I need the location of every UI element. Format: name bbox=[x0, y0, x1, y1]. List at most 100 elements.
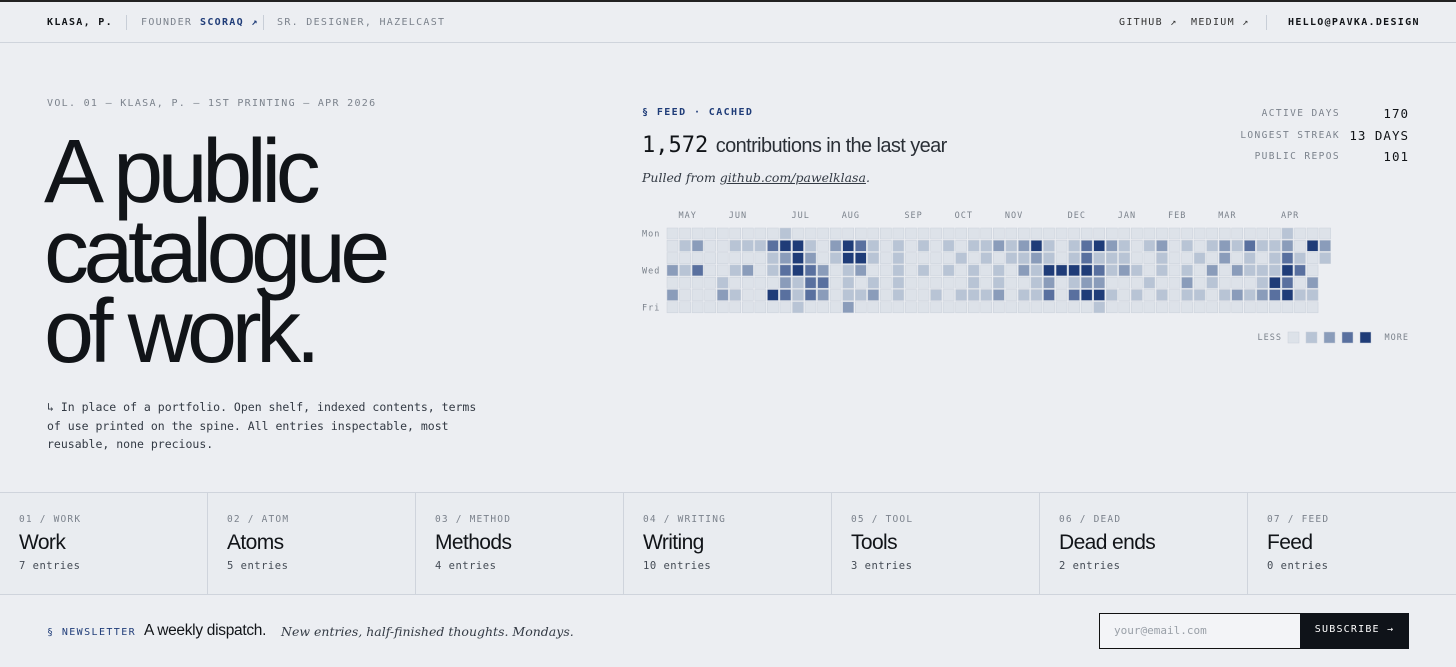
contribution-cell bbox=[1269, 276, 1281, 289]
contribution-cell bbox=[1093, 289, 1105, 301]
site-name[interactable]: KLASA, P. bbox=[47, 17, 113, 28]
contribution-cell bbox=[842, 264, 854, 277]
email-link[interactable]: HELLO@PAVKA.DESIGN bbox=[1288, 17, 1420, 28]
contribution-cell bbox=[1281, 252, 1294, 264]
contribution-cell bbox=[930, 301, 942, 314]
contribution-cell bbox=[1256, 264, 1269, 277]
contribution-cell bbox=[767, 301, 779, 314]
email-input[interactable]: your@email.com bbox=[1099, 613, 1301, 649]
contribution-cell bbox=[691, 289, 704, 301]
contribution-cell bbox=[1181, 227, 1193, 240]
subscribe-button[interactable]: SUBSCRIBE → bbox=[1300, 613, 1409, 649]
contribution-cell bbox=[1043, 276, 1055, 289]
contribution-cell bbox=[1231, 227, 1243, 240]
contribution-cell bbox=[855, 227, 867, 240]
contribution-cell bbox=[829, 264, 842, 277]
contribution-cell bbox=[1131, 264, 1143, 277]
separator bbox=[1266, 15, 1267, 30]
contribution-cell bbox=[817, 252, 829, 264]
top-nav: KLASA, P. FOUNDER SCORAQ ↗ SR. DESIGNER,… bbox=[0, 0, 1456, 43]
nav-link[interactable]: GITHUB ↗ bbox=[1119, 17, 1178, 28]
contribution-cell bbox=[892, 301, 905, 314]
company-link[interactable]: SCORAQ ↗ bbox=[200, 17, 259, 28]
contribution-cell bbox=[892, 289, 905, 301]
contribution-cell bbox=[1118, 252, 1131, 264]
contribution-cell bbox=[1168, 276, 1181, 289]
contribution-cell bbox=[867, 264, 880, 277]
contribution-cell bbox=[1193, 252, 1206, 264]
contribution-cell bbox=[1256, 276, 1269, 289]
contribution-cell bbox=[1206, 301, 1218, 314]
title-line: of work. bbox=[44, 282, 321, 382]
contribution-cell bbox=[691, 276, 704, 289]
contribution-cell bbox=[1068, 276, 1080, 289]
contribution-cell bbox=[754, 276, 767, 289]
role: FOUNDER bbox=[141, 17, 193, 28]
month-label: OCT bbox=[955, 211, 973, 221]
nav-link[interactable]: MEDIUM ↗ bbox=[1191, 17, 1250, 28]
newsletter-tagline: New entries, half-finished thoughts. Mon… bbox=[281, 624, 574, 639]
section-title: Work bbox=[19, 531, 66, 554]
month-label: SEP bbox=[904, 211, 922, 221]
contribution-cell bbox=[955, 276, 967, 289]
contribution-cell bbox=[1043, 264, 1055, 277]
contribution-cell bbox=[855, 301, 867, 314]
contribution-cell bbox=[942, 301, 955, 314]
contribution-cell bbox=[1269, 240, 1281, 252]
contribution-cell bbox=[1018, 227, 1030, 240]
section-index: 06 / DEAD bbox=[1059, 514, 1122, 525]
source-link[interactable]: github.com/pawelklasa bbox=[719, 170, 866, 185]
section-card[interactable]: 07 / FEED Feed 0 entries bbox=[1248, 493, 1456, 594]
contribution-cell bbox=[1281, 227, 1294, 240]
legend-swatch bbox=[1359, 331, 1372, 344]
section-card[interactable]: 04 / WRITING Writing 10 entries bbox=[624, 493, 832, 594]
contribution-cell bbox=[754, 301, 767, 314]
contribution-cell bbox=[905, 301, 917, 314]
contribution-cell bbox=[1005, 289, 1018, 301]
contribution-cell bbox=[1306, 264, 1319, 277]
section-card[interactable]: 01 / WORK Work 7 entries bbox=[0, 493, 208, 594]
contribution-cell bbox=[742, 252, 754, 264]
weekday-label: Fri bbox=[642, 303, 660, 313]
contribution-cell bbox=[1068, 264, 1080, 277]
source-prefix: Pulled from bbox=[642, 170, 716, 185]
contribution-cell bbox=[704, 301, 716, 314]
contribution-cell bbox=[1080, 227, 1093, 240]
contribution-cell bbox=[1005, 252, 1018, 264]
contribution-cell bbox=[729, 227, 741, 240]
contribution-cell bbox=[1269, 289, 1281, 301]
contribution-cell bbox=[716, 240, 729, 252]
weekday-label: Mon bbox=[642, 230, 660, 240]
contribution-cell bbox=[767, 227, 779, 240]
contribution-cell bbox=[1093, 240, 1105, 252]
contribution-cell bbox=[767, 240, 779, 252]
section-card[interactable]: 02 / ATOM Atoms 5 entries bbox=[208, 493, 416, 594]
contribution-cell bbox=[1193, 264, 1206, 277]
contribution-cell bbox=[1156, 289, 1168, 301]
newsletter-label: § NEWSLETTER bbox=[47, 627, 137, 638]
contribution-cell bbox=[1055, 264, 1068, 277]
section-card[interactable]: 03 / METHOD Methods 4 entries bbox=[416, 493, 624, 594]
contribution-cell bbox=[1168, 289, 1181, 301]
contribution-cell bbox=[1168, 240, 1181, 252]
contribution-cell bbox=[1269, 227, 1281, 240]
contribution-cell bbox=[993, 252, 1005, 264]
contribution-cell bbox=[1306, 240, 1319, 252]
contribution-cell bbox=[1030, 252, 1043, 264]
section-card[interactable]: 05 / TOOL Tools 3 entries bbox=[832, 493, 1040, 594]
sections: 01 / WORK Work 7 entries 02 / ATOM Atoms 5 en… bbox=[0, 492, 1456, 595]
contribution-cell bbox=[1206, 289, 1218, 301]
contribution-cell bbox=[1206, 276, 1218, 289]
section-card[interactable]: 06 / DEAD Dead ends 2 entries bbox=[1040, 493, 1248, 594]
contribution-cell bbox=[955, 301, 967, 314]
contribution-cell bbox=[666, 276, 679, 289]
legend-less: LESS bbox=[1258, 333, 1282, 343]
contribution-cell bbox=[892, 264, 905, 277]
contribution-cell bbox=[1193, 301, 1206, 314]
contribution-cell bbox=[817, 276, 829, 289]
section-index: 02 / ATOM bbox=[227, 514, 290, 525]
feed-label: § FEED · CACHED bbox=[642, 107, 754, 118]
contribution-cell bbox=[1294, 289, 1306, 301]
contribution-cell bbox=[1156, 264, 1168, 277]
contribution-cell bbox=[980, 264, 992, 277]
